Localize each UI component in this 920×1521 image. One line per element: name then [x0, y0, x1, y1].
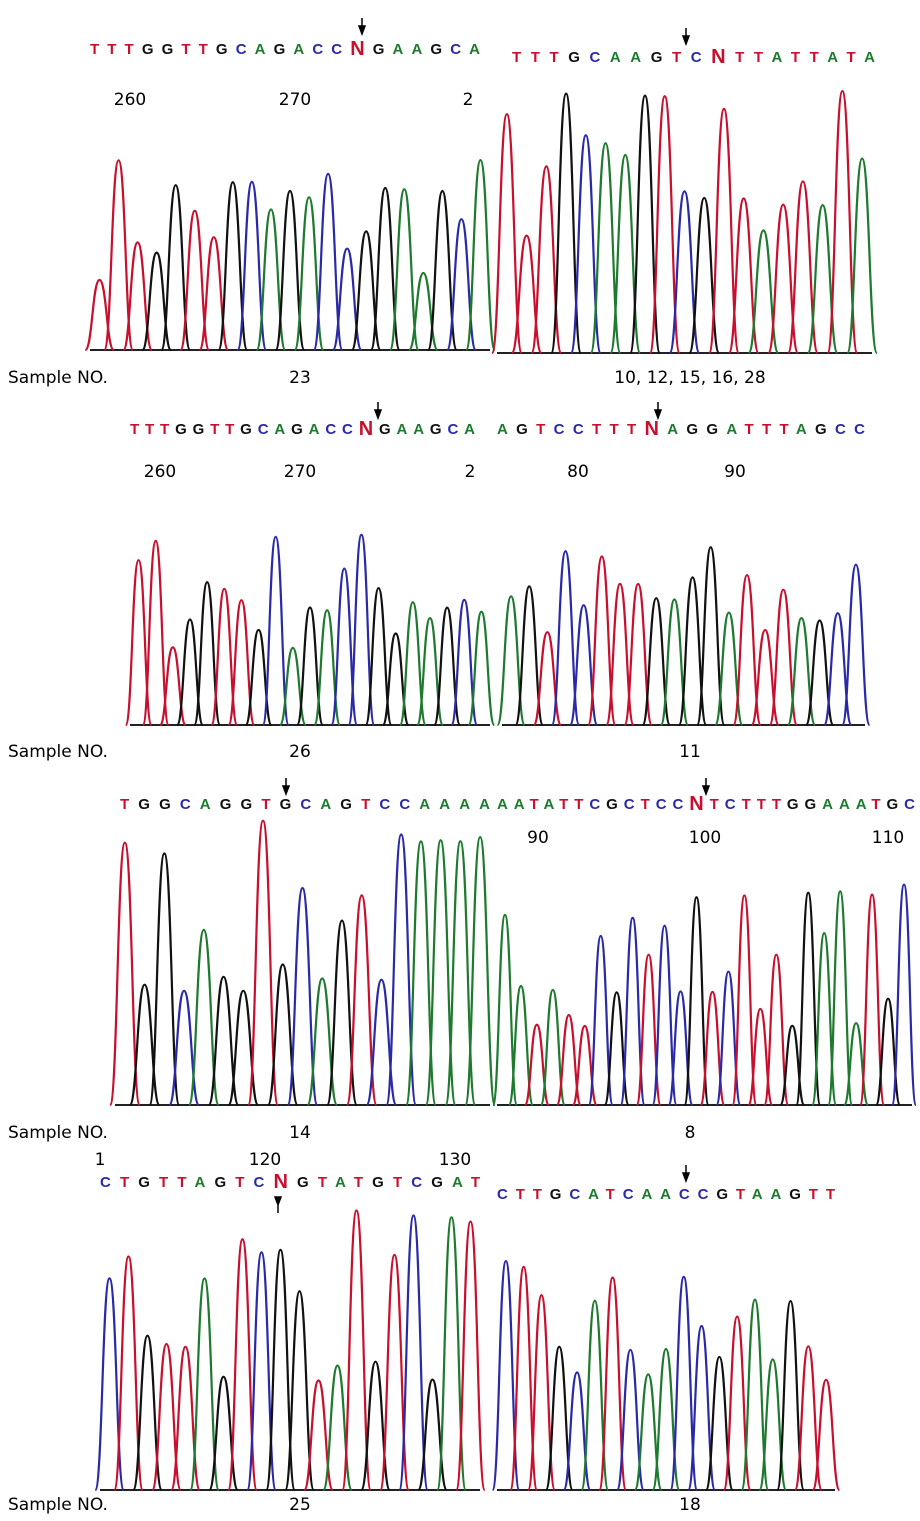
sample-number: 18	[679, 1495, 701, 1515]
peak	[630, 96, 660, 353]
sample-number: 26	[289, 742, 311, 762]
position-label: 90	[724, 462, 746, 482]
peak	[465, 837, 495, 1105]
mutation-arrow	[283, 778, 289, 794]
peak	[406, 841, 436, 1105]
position-label: 110	[872, 828, 904, 848]
peak	[380, 1255, 409, 1490]
peak	[749, 230, 779, 353]
peak	[95, 1278, 124, 1490]
position-label: 130	[439, 1150, 471, 1170]
sample-number: 10, 12, 15, 16, 28	[614, 368, 765, 388]
peak	[331, 569, 357, 725]
mutation-arrow	[375, 402, 381, 418]
position-label: 260	[144, 462, 176, 482]
mutation-arrow	[683, 1165, 689, 1181]
position-label: 90	[527, 828, 549, 848]
mutation-arrow	[703, 778, 709, 794]
sample-number: 25	[289, 1495, 311, 1515]
peak	[724, 1317, 751, 1490]
sample-label: Sample NO.	[8, 742, 108, 762]
peak	[466, 160, 495, 350]
peak	[661, 600, 688, 725]
peak	[582, 1301, 609, 1490]
peak	[327, 921, 357, 1105]
peak	[426, 840, 456, 1105]
figure: TTTGGTTGCAGACCNGAAGCA 260 270 2 TTTGCAAGTCNT…	[0, 0, 920, 1517]
position-label: 100	[689, 828, 721, 848]
peak	[456, 1222, 485, 1490]
peak	[126, 560, 152, 725]
mutation-arrow	[359, 18, 365, 34]
position-label: 120	[249, 1150, 281, 1170]
position-label: 1	[95, 1150, 106, 1170]
peak	[257, 209, 286, 350]
sample-label: Sample NO.	[8, 368, 108, 388]
peak	[446, 841, 476, 1105]
peak	[768, 205, 798, 353]
sample-number: 14	[289, 1123, 311, 1143]
page: {"panels": [ {"sequence": "TTTGGTTGCAGAC…	[0, 0, 920, 1517]
position-label: 270	[284, 462, 316, 482]
mutation-arrow	[655, 402, 661, 418]
position-label: 260	[114, 90, 146, 110]
peak	[497, 596, 524, 725]
position-label: 2	[463, 90, 474, 110]
position-label: 80	[567, 462, 589, 482]
peak	[679, 577, 706, 725]
position-label: 2	[465, 462, 476, 482]
sample-number: 11	[679, 742, 701, 762]
sample-label: Sample NO.	[8, 1123, 108, 1143]
sequence: TTTGCAAGTCNTTATTATA	[512, 46, 875, 68]
peak	[295, 197, 324, 350]
sample-label: Sample NO.	[8, 1495, 108, 1515]
peak	[892, 885, 916, 1105]
peak	[635, 1374, 662, 1490]
mutation-arrow	[275, 1197, 281, 1213]
peak	[842, 565, 869, 725]
peak	[417, 618, 443, 725]
peak	[469, 612, 495, 725]
position-label: 270	[279, 90, 311, 110]
peak	[806, 620, 833, 725]
sample-number: 8	[685, 1123, 696, 1143]
sample-number: 23	[289, 368, 311, 388]
mutation-arrow	[683, 28, 689, 44]
